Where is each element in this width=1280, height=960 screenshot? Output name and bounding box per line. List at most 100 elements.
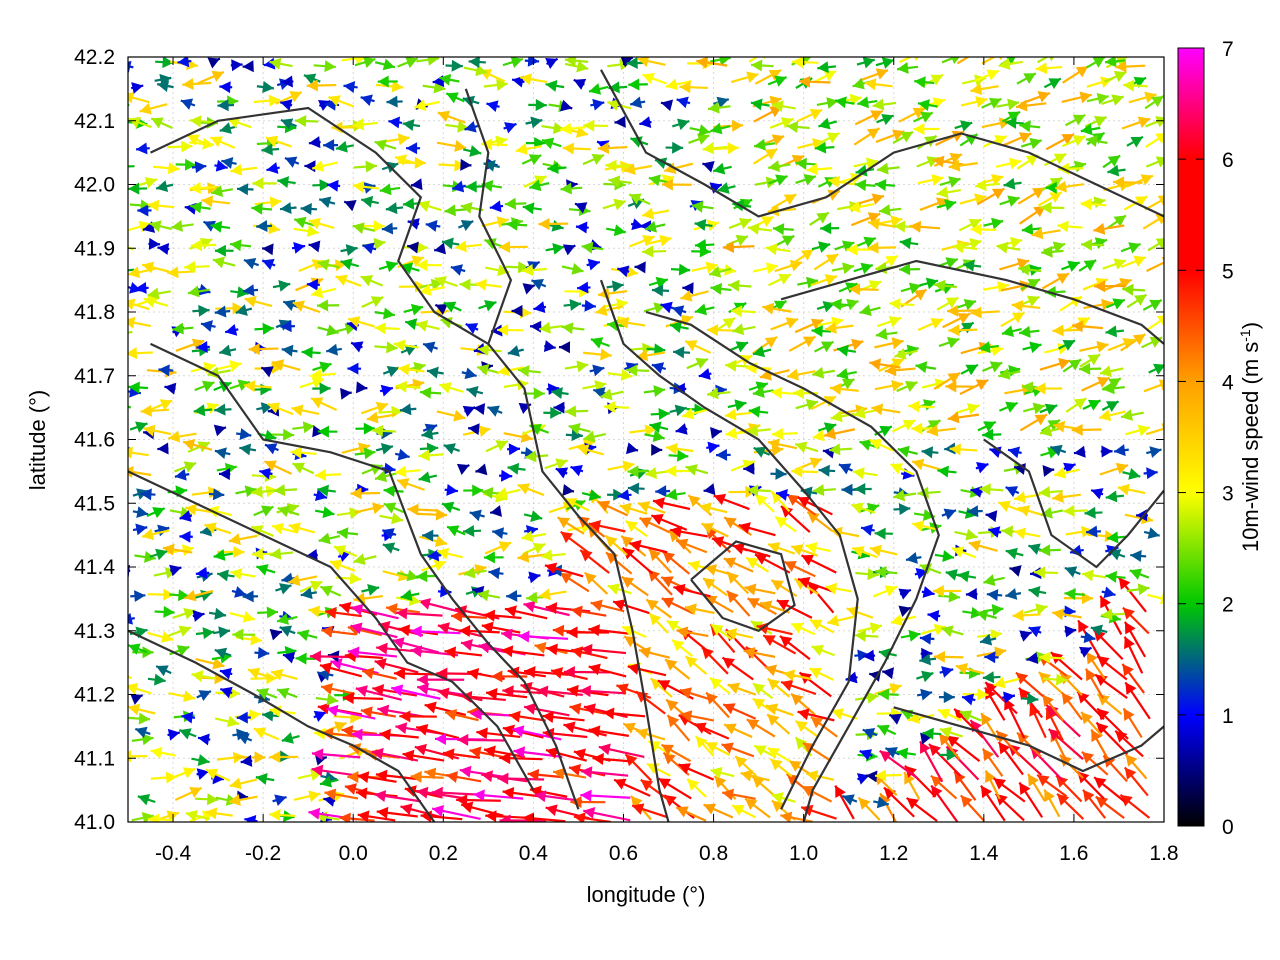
wind-arrow (938, 590, 961, 603)
wind-arrow (383, 502, 405, 514)
wind-arrow (607, 583, 632, 595)
wind-arrow (376, 806, 418, 819)
wind-arrow-head (434, 535, 448, 547)
wind-arrow (169, 589, 190, 602)
wind-arrow (1147, 592, 1164, 605)
wind-arrow-head (202, 627, 215, 640)
wind-arrow (410, 625, 461, 638)
wind-arrow-head (551, 667, 564, 679)
wind-arrow (984, 651, 999, 664)
wind-arrow-head (1056, 775, 1069, 788)
wind-arrow-head (993, 676, 1006, 689)
wind-arrow-head (1001, 525, 1014, 538)
wind-arrow-head (825, 582, 838, 595)
wind-arrow-head (344, 783, 358, 795)
wind-arrow-head (434, 733, 447, 746)
wind-arrow (934, 550, 955, 563)
wind-arrow (985, 510, 998, 523)
wind-arrow (130, 693, 144, 705)
wind-arrow-head (1026, 652, 1039, 665)
wind-arrow-head (545, 602, 558, 615)
wind-arrow-head (744, 583, 757, 596)
wind-arrow-head (497, 772, 509, 785)
wind-arrow-head (431, 786, 443, 799)
wind-arrow-head (288, 522, 301, 534)
wind-arrow (489, 505, 502, 517)
wind-arrow-head (959, 710, 973, 722)
wind-arrow-head (342, 692, 354, 705)
wind-arrow-head (155, 548, 168, 561)
wind-arrow-head (1019, 782, 1031, 796)
wind-arrow-head (1028, 543, 1041, 555)
wind-arrow-head (333, 545, 347, 557)
wind-arrow-head (661, 744, 674, 756)
wind-arrow (898, 588, 912, 600)
wind-arrow-head (135, 726, 148, 739)
wind-arrow (542, 711, 585, 723)
wind-arrow-head (351, 728, 363, 741)
wind-arrow (987, 526, 1002, 538)
wind-arrow-head (922, 586, 935, 598)
wind-arrow-head (780, 506, 794, 518)
wind-arrow (288, 522, 315, 534)
wind-arrow (185, 809, 210, 822)
wind-arrow (766, 713, 791, 735)
wind-arrow-head (385, 603, 398, 616)
wind-arrow-head (144, 551, 156, 563)
wind-arrow-head (1091, 729, 1102, 743)
wind-arrow-head (831, 708, 844, 720)
wind-arrow (1081, 569, 1107, 582)
wind-arrow (808, 667, 834, 681)
wind-arrow-head (463, 525, 475, 538)
wind-arrow (721, 788, 756, 801)
wind-arrow-head (1039, 651, 1051, 664)
wind-arrow (150, 746, 176, 759)
wind-arrow (469, 509, 485, 522)
wind-arrow-head (732, 542, 745, 555)
wind-arrow (797, 577, 836, 594)
wind-arrow-head (927, 609, 940, 622)
wind-arrow (492, 527, 508, 540)
wind-arrow (732, 542, 771, 558)
wind-arrow-head (1028, 626, 1042, 638)
wind-arrow (424, 701, 467, 716)
wind-arrow-head (1039, 544, 1051, 557)
wind-arrow-head (580, 766, 593, 779)
wind-arrow-head (943, 508, 956, 520)
wind-arrow (242, 590, 259, 603)
wind-arrow-head (375, 769, 388, 782)
wind-arrow-head (418, 598, 432, 610)
wind-arrow-head (946, 748, 958, 761)
wind-arrow (588, 725, 630, 738)
wind-arrow (893, 503, 911, 516)
wind-arrow (213, 549, 233, 561)
wind-arrow (442, 748, 481, 761)
wind-arrow (270, 668, 298, 681)
wind-arrow (1009, 565, 1022, 577)
wind-arrow-head (852, 546, 865, 558)
wind-arrow (319, 775, 339, 788)
wind-arrow-head (189, 787, 202, 798)
wind-arrow-head (962, 693, 975, 706)
wind-arrow-head (875, 566, 887, 579)
wind-arrow (1129, 568, 1150, 580)
wind-arrow-head (616, 683, 629, 695)
wind-arrow (320, 683, 355, 695)
wind-arrow (713, 493, 750, 511)
wind-arrow-head (319, 775, 333, 788)
wind-arrow-head (470, 708, 483, 721)
wind-arrow-head (1081, 711, 1093, 725)
wind-arrow (382, 528, 397, 540)
wind-arrow-head (141, 811, 154, 822)
wind-arrow (1056, 792, 1085, 820)
wind-arrow (588, 519, 626, 533)
wind-arrow (463, 566, 487, 579)
wind-arrow (444, 708, 479, 722)
wind-arrow-head (559, 572, 573, 584)
wind-arrow (128, 712, 151, 725)
wind-arrow (722, 703, 757, 720)
wind-arrow-head (1085, 668, 1097, 682)
wind-arrow (637, 501, 666, 514)
wind-arrow (570, 605, 607, 618)
wind-arrow-head (460, 639, 473, 651)
